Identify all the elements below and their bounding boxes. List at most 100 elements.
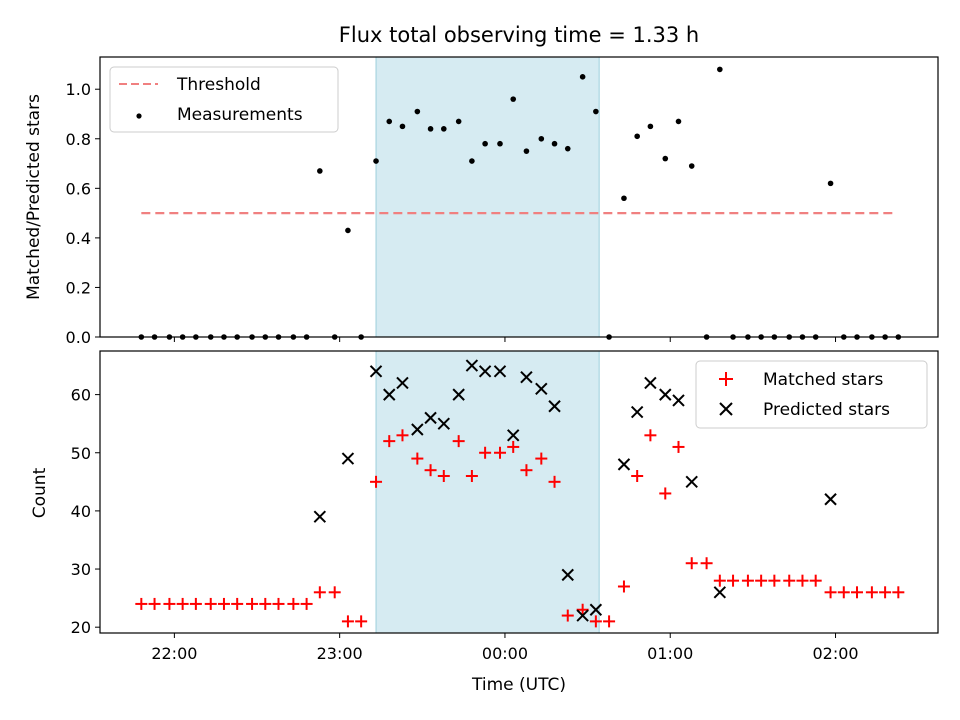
matched-star-point xyxy=(700,557,713,570)
y-tick-label: 30 xyxy=(71,560,91,579)
matched-star-point xyxy=(328,586,341,599)
matched-star-point xyxy=(272,597,285,610)
predicted-star-point xyxy=(411,423,424,436)
matched-star-point xyxy=(548,475,561,488)
legend-matched-label: Matched stars xyxy=(763,370,883,390)
matched-star-point xyxy=(437,470,450,483)
top-x-axis-ticks xyxy=(173,337,837,342)
predicted-star-point xyxy=(396,376,409,390)
matched-star-point xyxy=(837,586,850,599)
measurement-point xyxy=(386,118,393,125)
predicted-star-point xyxy=(685,475,698,489)
matched-stars-points xyxy=(135,429,905,628)
observing-window-span-top xyxy=(375,56,600,338)
y-tick-label: 50 xyxy=(71,444,91,463)
predicted-star-point xyxy=(630,405,644,419)
bottom-legend: Matched stars Predicted stars xyxy=(695,360,928,429)
matched-star-point xyxy=(507,440,520,453)
measurement-point xyxy=(634,133,640,140)
matched-star-point xyxy=(287,597,300,610)
predicted-star-point xyxy=(341,452,355,465)
matched-star-point xyxy=(204,597,217,610)
measurement-point xyxy=(579,74,586,80)
matched-star-point xyxy=(644,429,657,442)
predicted-star-point xyxy=(617,458,631,471)
measurement-point xyxy=(427,126,434,132)
matched-star-point xyxy=(313,586,326,599)
y-tick-label: 0.8 xyxy=(66,130,91,149)
measurement-point xyxy=(593,108,599,115)
matched-star-point xyxy=(341,615,354,628)
matched-star-point xyxy=(176,597,189,610)
matched-star-point xyxy=(809,574,822,587)
bottom-x-axis-ticks: 22:00 23:00 00:00 01:00 02:00 xyxy=(151,633,859,663)
matched-star-point xyxy=(576,603,589,616)
matched-star-point xyxy=(231,597,244,610)
predicted-star-point xyxy=(672,394,685,407)
measurement-point xyxy=(621,195,627,202)
matched-star-point xyxy=(163,597,176,610)
top-axes-frame xyxy=(99,56,939,338)
matched-star-point xyxy=(300,597,313,610)
x-tick-label: 02:00 xyxy=(812,644,858,663)
matched-star-point xyxy=(493,446,506,459)
predicted-star-point xyxy=(535,382,548,396)
matched-star-point xyxy=(217,597,230,610)
matched-star-point xyxy=(851,586,864,599)
predicted-star-point xyxy=(437,417,451,430)
matched-star-point xyxy=(685,557,698,570)
predicted-star-point xyxy=(659,388,672,401)
bottom-y-axis-ticks: 20 30 40 50 60 xyxy=(71,386,100,637)
predicted-star-point xyxy=(713,586,727,599)
matched-star-point xyxy=(631,470,644,483)
matched-star-point xyxy=(741,574,754,587)
matched-star-point xyxy=(479,446,492,459)
legend-matched-swatch xyxy=(719,372,733,386)
measurement-point xyxy=(373,158,379,164)
measurement-point xyxy=(399,123,406,130)
measurement-point xyxy=(482,140,488,147)
matched-star-point xyxy=(189,597,202,610)
measurement-point xyxy=(647,123,654,130)
matched-star-point xyxy=(424,464,437,477)
predicted-star-point xyxy=(383,388,396,401)
measurement-point xyxy=(510,96,517,102)
top-legend: Threshold Measurements xyxy=(109,66,339,133)
matched-star-point xyxy=(796,574,809,587)
bottom-y-axis-label: Count xyxy=(30,467,50,518)
matched-star-point xyxy=(603,615,616,628)
matched-star-point xyxy=(589,615,602,628)
measurement-point xyxy=(440,126,447,132)
predicted-star-point xyxy=(589,603,603,616)
y-tick-label: 60 xyxy=(71,386,91,405)
y-tick-label: 0.2 xyxy=(66,278,91,297)
matched-star-point xyxy=(520,464,533,477)
bottom-legend-box xyxy=(695,360,928,429)
predicted-star-point xyxy=(493,365,507,378)
legend-predicted-swatch xyxy=(719,402,733,416)
matched-star-point xyxy=(246,597,259,610)
matched-star-point xyxy=(396,429,409,442)
measurement-point xyxy=(497,140,503,147)
matched-star-point xyxy=(865,586,878,599)
matched-star-point xyxy=(355,615,368,628)
matched-star-point xyxy=(768,574,781,587)
measurement-point xyxy=(455,118,462,125)
predicted-star-point xyxy=(507,429,520,442)
measurement-point xyxy=(827,180,834,187)
matched-star-point xyxy=(879,586,892,599)
predicted-star-point xyxy=(824,493,837,506)
bottom-panel: 20 30 40 50 60 22:00 23:00 00:00 01:00 02:00 Cou… xyxy=(30,350,939,695)
matched-star-point xyxy=(824,586,837,599)
y-tick-label: 0.0 xyxy=(66,328,91,347)
matched-star-point xyxy=(672,440,685,453)
measurement-point xyxy=(345,227,351,234)
matched-star-point xyxy=(617,580,630,593)
predicted-star-point xyxy=(644,376,657,390)
y-tick-label: 0.4 xyxy=(66,229,91,248)
matched-star-point xyxy=(383,435,396,448)
y-tick-label: 1.0 xyxy=(66,80,91,99)
measurement-point xyxy=(662,155,669,162)
top-y-axis-ticks: 0.0 0.2 0.4 0.6 0.8 1.0 xyxy=(66,80,100,347)
